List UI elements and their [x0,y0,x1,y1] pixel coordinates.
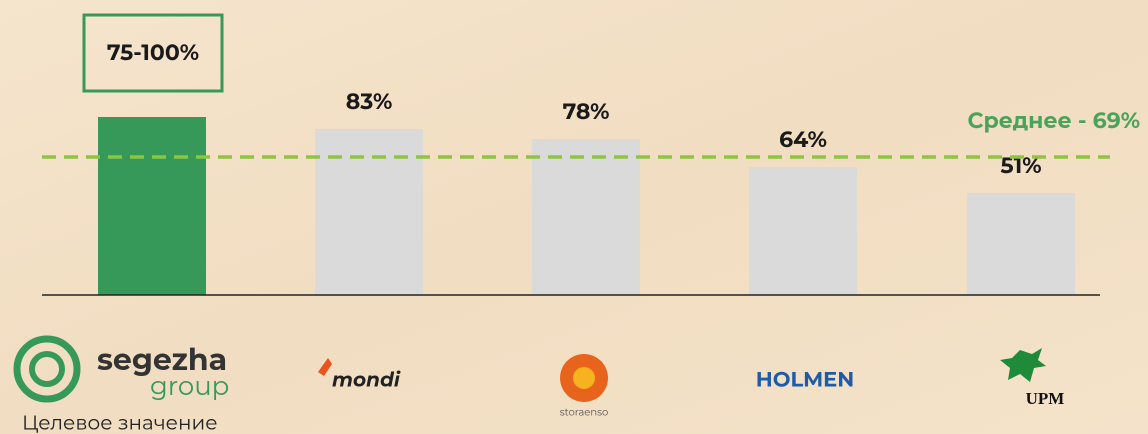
bar [532,139,640,295]
category-label: mondi [332,368,401,392]
caption: Целевое значение [22,411,218,434]
category-label: HOLMEN [756,368,855,393]
target-box [82,13,224,93]
stora-core [573,367,595,389]
bar [967,193,1075,295]
target-label: 75-100% [107,39,199,66]
mondi-mark [318,358,332,376]
bar [98,117,206,295]
upm-griffin [1000,348,1046,382]
bar [315,129,423,295]
category-word: group [150,370,229,402]
category-word: segezha [97,341,227,378]
value-label: 78% [563,98,610,125]
logo-ring [13,335,81,403]
segezha-logo [13,335,81,403]
category-label: segezha group [97,341,229,402]
category-label: storaenso [560,406,608,419]
value-label: 83% [346,88,393,115]
logo-inner [29,351,65,387]
category-label: UPM [1026,389,1065,408]
bar [749,167,857,295]
value-label: 64% [779,126,827,153]
average-label: Среднее - 69% [967,107,1140,134]
